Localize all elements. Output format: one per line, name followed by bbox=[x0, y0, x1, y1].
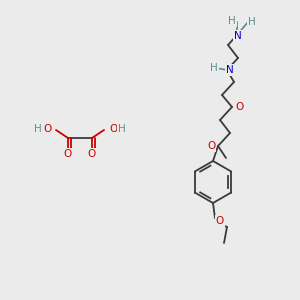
Text: O: O bbox=[88, 149, 96, 159]
Text: H: H bbox=[118, 124, 126, 134]
Text: N: N bbox=[226, 65, 234, 75]
Text: H: H bbox=[228, 16, 236, 26]
Text: O: O bbox=[109, 124, 117, 134]
Text: H: H bbox=[34, 124, 42, 134]
Text: O: O bbox=[235, 102, 243, 112]
Text: N: N bbox=[234, 31, 242, 41]
Text: H: H bbox=[210, 63, 218, 73]
Text: O: O bbox=[207, 141, 215, 151]
Text: H: H bbox=[248, 17, 256, 27]
Text: O: O bbox=[64, 149, 72, 159]
Text: O: O bbox=[43, 124, 51, 134]
Text: O: O bbox=[216, 216, 224, 226]
